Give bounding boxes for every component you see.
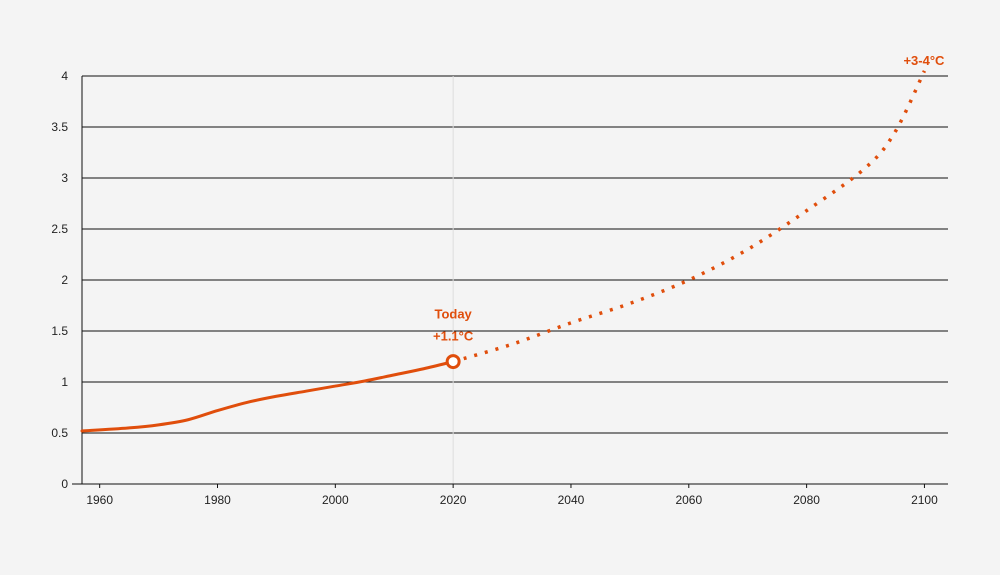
projected-warming-line [452,70,927,364]
y-tick-label: 3.5 [51,120,68,134]
historical-warming-line [80,360,455,433]
x-tick-label: 1960 [86,493,113,507]
y-axis-ticks: 0 0.5 1 1.5 2 2.5 3 3.5 4 [51,69,68,491]
x-tick-label: 2100 [911,493,938,507]
y-tick-label: 1.5 [51,324,68,338]
y-tick-label: 0.5 [51,426,68,440]
annotation-today-value: +1.1°C [433,329,474,344]
y-tick-label: 3 [61,171,68,185]
x-tick-label: 1980 [204,493,231,507]
gridlines [82,75,948,434]
x-tick-label: 2060 [675,493,702,507]
annotation-today-label: Today [434,307,472,322]
y-tick-label: 2 [61,273,68,287]
x-tick-label: 2020 [440,493,467,507]
x-tick-label: 2040 [558,493,585,507]
annotation-projection-value: +3-4°C [903,53,945,68]
x-tick-label: 2000 [322,493,349,507]
y-tick-label: 4 [61,69,68,83]
y-tick-label: 0 [61,477,68,491]
y-tick-label: 2.5 [51,222,68,236]
today-marker [445,354,461,370]
x-axis-ticks: 1960 1980 2000 2020 2040 2060 2080 2100 [86,484,938,507]
x-tick-label: 2080 [793,493,820,507]
y-tick-label: 1 [61,375,68,389]
